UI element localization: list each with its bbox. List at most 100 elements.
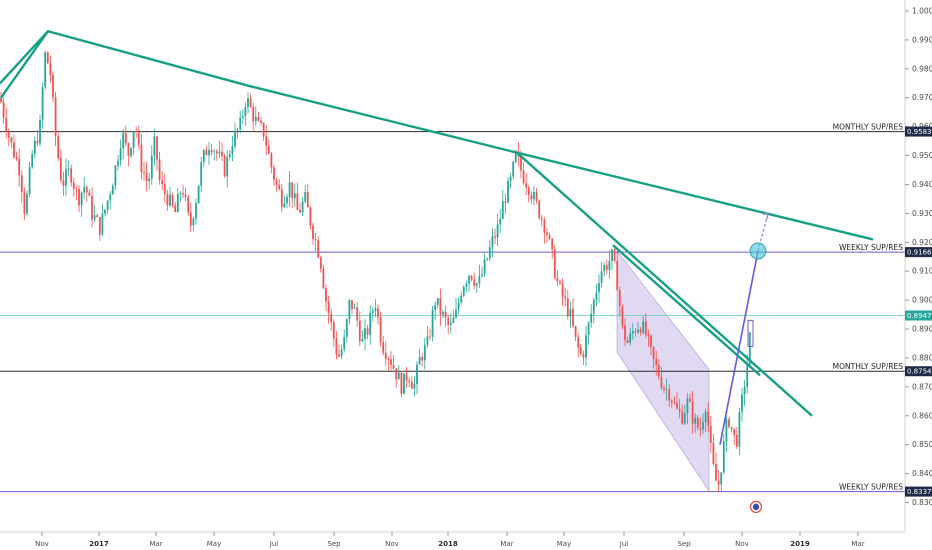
candle-body [504,201,507,203]
candle-body [148,178,151,182]
candle-body [689,398,691,402]
candle-body [124,132,127,144]
candle-body [111,185,114,195]
candle-body [650,335,652,347]
candle-body [137,131,140,145]
candle-body [434,304,437,310]
candle-body [236,129,239,131]
candle-body [215,151,218,154]
candle-body [592,299,595,314]
candle-body [657,364,660,377]
candle-body [122,132,125,149]
candle-body [668,389,671,401]
candle-body [696,417,699,428]
candle-body [465,283,468,287]
candle-body [10,137,13,143]
candle-body [65,169,67,186]
candle-body [691,401,694,424]
candle-body [374,308,377,311]
candle-body [161,180,164,185]
candle-body [634,331,637,333]
candle-body [590,313,593,323]
candle-body [626,339,629,343]
candle-body [613,249,616,262]
y-tick-label: 0.85000 [912,440,932,449]
candle-body [49,63,52,76]
candle-body [119,148,122,161]
candle-body [96,215,99,218]
x-tick-label: May [207,540,221,548]
candle-body [483,259,486,275]
current-candle [747,319,754,347]
candle-body [564,296,567,299]
candle-body [470,275,473,280]
candle-body [299,210,301,213]
candle-body [720,472,723,485]
candle-body [273,167,275,181]
y-tick-label: 0.97000 [912,93,932,102]
candle-body [431,309,434,337]
candle-body [572,309,574,326]
time-axis[interactable]: Nov 2017 Mar May Jul Sep Nov 2018 Mar May Jul Sep No… [35,532,865,548]
candle-body [608,261,611,270]
candle-body [551,238,554,250]
candle-body [371,310,374,313]
candle-body [366,328,369,335]
candle-body [278,184,281,190]
y-tick-label: 0.98000 [912,64,932,73]
candle-body [296,193,299,211]
candle-body [88,192,91,196]
y-tick-label: 0.93000 [912,209,932,218]
candle-body [639,329,642,333]
candle-body [501,201,504,220]
price-badge-text: 0.91661 [907,249,932,257]
level-label: WEEKLY SUP/RES [839,483,903,492]
candle-body [665,389,668,390]
candle-body [715,463,717,481]
candle-body [338,354,340,357]
candle-body [31,154,34,167]
candle-body [26,193,28,214]
candle-body [327,301,330,314]
candle-body [0,97,2,103]
candle-body [265,136,268,146]
candle-body [98,217,101,235]
candle-body [475,283,478,286]
candle-body [652,346,655,359]
candle-body [7,131,10,138]
candle-body [525,183,528,188]
candle-body [353,307,356,309]
candle-body [241,116,244,118]
candle-body [5,117,8,132]
candle-body [561,283,564,297]
level-label: WEEKLY SUP/RES [839,243,903,252]
candle-body [447,317,450,325]
y-tick-label: 0.91000 [912,267,932,276]
candle-body [210,150,213,153]
candle-body [527,187,530,196]
candle-body [611,249,613,262]
y-tick-label: 0.95000 [912,151,932,160]
candle-body [319,257,322,269]
price-badge-text: 0.87542 [907,368,932,376]
candle-body [189,212,192,226]
y-tick-label: 0.89000 [912,325,932,334]
candle-body [314,239,317,241]
candle-body [291,182,294,199]
candle-body [579,347,582,354]
candle-body [356,307,359,321]
candle-body [712,442,715,464]
candle-body [733,428,736,435]
candle-body [184,194,187,197]
event-marker[interactable] [749,500,763,514]
price-badge [905,366,932,377]
candle-body [18,159,21,176]
x-tick-label: 2017 [89,540,109,548]
candle-body [228,154,231,158]
candle-body [13,142,15,158]
candle-body [166,194,169,206]
candle-body [257,116,260,121]
candle-body [468,275,470,284]
candle-body [171,194,174,206]
